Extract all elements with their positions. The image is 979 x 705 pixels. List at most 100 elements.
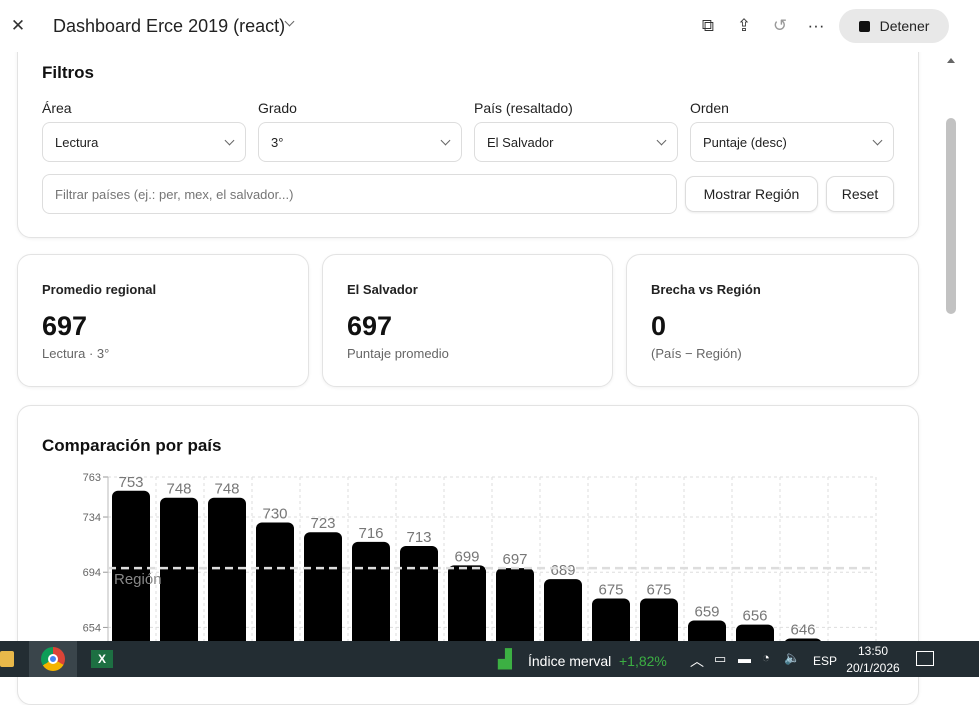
- wifi-icon[interactable]: ◔: [762, 650, 770, 665]
- y-tick-label: 654: [83, 622, 101, 634]
- chevron-down-icon[interactable]: [284, 16, 295, 27]
- stop-button[interactable]: Detener: [839, 9, 949, 43]
- bar-value-label: 748: [214, 481, 239, 498]
- bar-value-label: 730: [262, 506, 287, 523]
- chevron-up-icon[interactable]: ︿: [690, 653, 704, 669]
- bar-value-label: 656: [742, 608, 767, 625]
- chevron-down-icon: [440, 135, 451, 145]
- stat-subtitle: (País − Región): [651, 346, 742, 361]
- stat-subtitle: Puntaje promedio: [347, 346, 449, 361]
- orden-value: Puntaje (desc): [703, 134, 787, 150]
- chevron-down-icon: [224, 135, 235, 145]
- stop-icon: [858, 20, 870, 32]
- bar-value-label: 675: [598, 581, 623, 598]
- stat-value: 697: [347, 311, 393, 341]
- area-value: Lectura: [55, 134, 99, 150]
- bar-value-label: 713: [406, 529, 431, 546]
- stat-title: Promedio regional: [42, 282, 157, 297]
- y-tick-label: 734: [83, 512, 101, 524]
- bar: [785, 638, 821, 641]
- filters-title: Filtros: [42, 63, 94, 82]
- chevron-down-icon: [656, 135, 667, 145]
- copy-icon[interactable]: ⧉: [701, 16, 715, 35]
- bar-value-label: 723: [310, 515, 335, 532]
- stat-title: Brecha vs Región: [651, 282, 761, 297]
- camera-icon[interactable]: ▭: [714, 651, 727, 666]
- bar-value-label: 716: [358, 525, 383, 542]
- taskbar: X ▟ Índice merval +1,82% ︿ ▭ ▬ ◔ 🔈 ESP 1…: [0, 641, 979, 677]
- bar-value-label: 697: [502, 551, 527, 568]
- scrollbar[interactable]: [945, 52, 961, 641]
- bar-value-label: 753: [118, 474, 143, 491]
- orden-select[interactable]: Puntaje (desc): [690, 122, 894, 162]
- chrome-icon: [41, 647, 65, 671]
- region-reference-label: Región: [114, 571, 162, 588]
- chevron-down-icon: [872, 135, 883, 145]
- pais-select[interactable]: El Salvador: [474, 122, 678, 162]
- bar-chart: 654 694 734 763 753 748 748 730 723 716 713 699 697 6…: [83, 472, 877, 641]
- chrome-taskbar-button[interactable]: [29, 641, 77, 677]
- bar: [160, 497, 198, 641]
- app-header: ✕ Dashboard Erce 2019 (react) ⧉ ⇪ ↺ ··· …: [0, 0, 979, 52]
- orden-label: Orden: [690, 100, 729, 116]
- bar-value-label: 689: [550, 562, 575, 579]
- ticker-change: +1,82%: [619, 653, 667, 669]
- bar: [304, 532, 342, 641]
- language-indicator[interactable]: ESP: [813, 654, 838, 668]
- stat-subtitle: Lectura · 3°: [42, 346, 110, 361]
- bar-value-label: 646: [790, 621, 815, 638]
- close-icon[interactable]: ✕: [10, 16, 26, 35]
- show-region-button[interactable]: Mostrar Región: [685, 176, 818, 212]
- stat-card-country: El Salvador 697 Puntaje promedio: [322, 254, 613, 387]
- excel-icon[interactable]: X: [91, 650, 113, 668]
- bar: [736, 624, 774, 641]
- clock-time[interactable]: 13:50: [857, 644, 889, 658]
- bar: [688, 620, 726, 641]
- area-label: Área: [42, 100, 72, 116]
- country-filter-input[interactable]: [42, 174, 677, 214]
- pais-value: El Salvador: [487, 134, 554, 150]
- clock-date[interactable]: 20/1/2026: [846, 661, 900, 675]
- y-tick-label: 763: [83, 472, 101, 484]
- y-tick-label: 694: [83, 567, 101, 579]
- bar: [640, 598, 678, 641]
- stat-value: 0: [651, 311, 667, 341]
- ticker-name[interactable]: Índice merval: [528, 653, 612, 669]
- reset-button[interactable]: Reset: [826, 176, 894, 212]
- bar: [352, 541, 390, 641]
- battery-icon[interactable]: ▬: [738, 651, 751, 666]
- stat-title: El Salvador: [347, 282, 418, 297]
- notifications-icon[interactable]: [916, 651, 934, 666]
- pais-label: País (resaltado): [474, 100, 573, 116]
- stat-value: 697: [42, 311, 88, 341]
- page-title: Dashboard Erce 2019 (react): [53, 16, 286, 36]
- more-icon[interactable]: ···: [807, 16, 825, 35]
- bar: [256, 522, 294, 641]
- bar: [592, 598, 630, 641]
- bar: [448, 565, 486, 641]
- stock-trend-icon: ▟: [498, 649, 512, 669]
- filters-card: Filtros Área Lectura Grado 3° País (resa…: [17, 20, 919, 238]
- grado-value: 3°: [271, 134, 284, 150]
- grado-label: Grado: [258, 100, 297, 116]
- stat-card-regional: Promedio regional 697 Lectura · 3°: [17, 254, 309, 387]
- bar-value-label: 699: [454, 548, 479, 565]
- history-icon[interactable]: ↺: [772, 16, 788, 35]
- chart-title: Comparación por país: [42, 436, 222, 455]
- bar: [208, 497, 246, 641]
- scrollbar-thumb[interactable]: [946, 118, 956, 314]
- area-select[interactable]: Lectura: [42, 122, 246, 162]
- volume-icon[interactable]: 🔈: [784, 650, 801, 665]
- bar: [112, 490, 150, 641]
- bar: [544, 579, 582, 641]
- grado-select[interactable]: 3°: [258, 122, 462, 162]
- bar-value-label: 659: [694, 604, 719, 621]
- stat-card-gap: Brecha vs Región 0 (País − Región): [626, 254, 919, 387]
- bar: [400, 546, 438, 641]
- bar-value-label: 748: [166, 481, 191, 498]
- file-explorer-icon[interactable]: [0, 651, 14, 667]
- bar: [496, 568, 534, 641]
- share-icon[interactable]: ⇪: [736, 16, 752, 35]
- scroll-up-icon[interactable]: [947, 58, 955, 63]
- bar-value-label: 675: [646, 581, 671, 598]
